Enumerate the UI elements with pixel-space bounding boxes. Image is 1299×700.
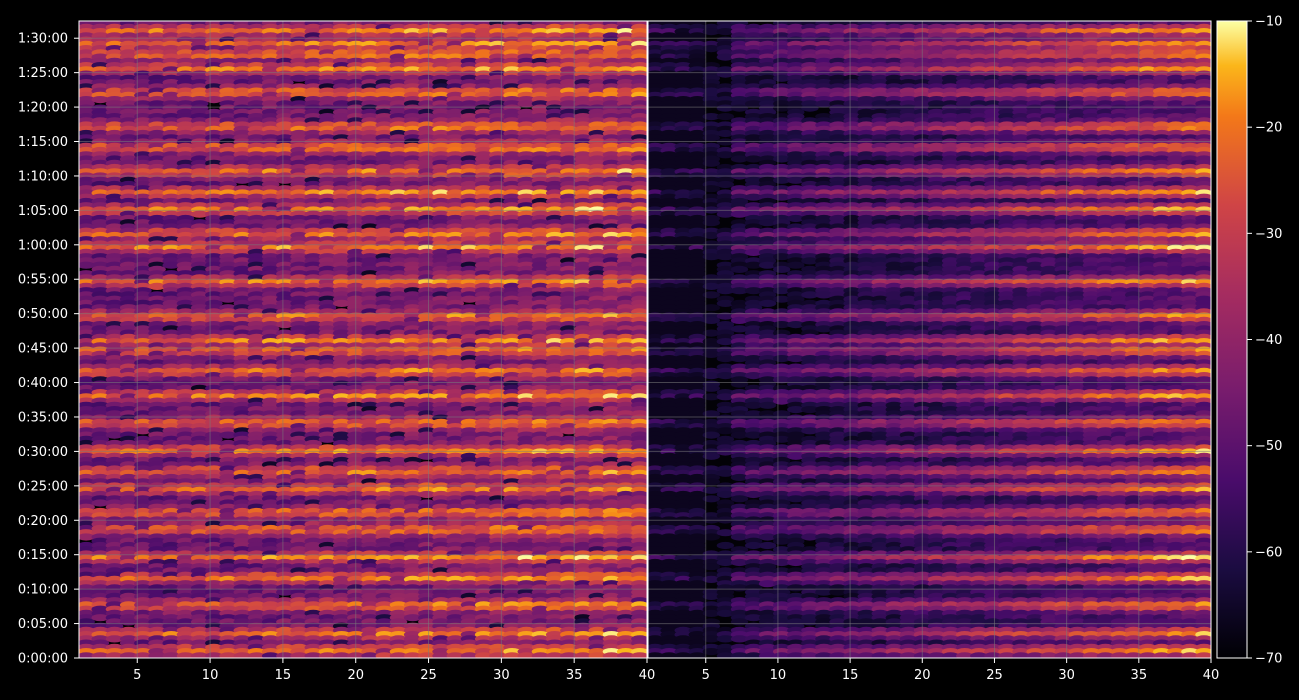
heat-cell — [460, 295, 479, 303]
heat-cell — [517, 100, 536, 108]
heat-cell — [79, 261, 95, 269]
heat-cell — [205, 96, 223, 104]
heat-cell — [148, 282, 166, 290]
heat-cell — [276, 176, 294, 184]
left-panel-heatmap — [79, 21, 647, 658]
heat-cell — [190, 210, 209, 218]
heat-cell — [332, 299, 351, 307]
heat-cell — [276, 321, 294, 329]
heat-cell — [233, 176, 252, 184]
heat-cell — [290, 74, 308, 82]
heat-cell — [219, 295, 237, 303]
heat-cell — [91, 96, 110, 104]
heat-cell — [162, 261, 181, 269]
